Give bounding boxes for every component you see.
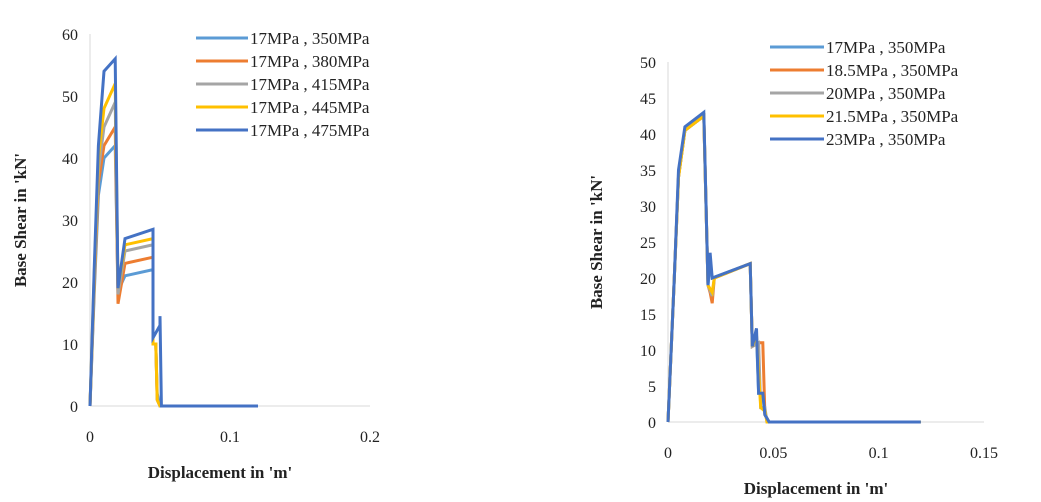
y-tick-label: 30 xyxy=(62,213,78,230)
x-tick-label: 0.2 xyxy=(360,429,380,446)
y-tick-label: 15 xyxy=(640,307,656,324)
y-axis-title: Base Shear in 'kN' xyxy=(11,153,30,287)
x-tick-label: 0.1 xyxy=(869,445,889,462)
y-tick-label: 45 xyxy=(640,91,656,108)
series-line xyxy=(88,54,258,408)
y-tick-label: 10 xyxy=(62,337,78,354)
x-tick-label: 0 xyxy=(664,445,672,462)
x-tick-label: 0 xyxy=(86,429,94,446)
y-tick-label: 50 xyxy=(640,55,656,72)
y-axis-title: Base Shear in 'kN' xyxy=(587,175,606,309)
legend-label: 17MPa , 415MPa xyxy=(250,75,370,94)
x-axis-title: Displacement in 'm' xyxy=(148,463,293,482)
y-tick-label: 60 xyxy=(62,27,78,44)
y-tick-label: 0 xyxy=(648,415,656,432)
y-tick-label: 0 xyxy=(70,399,78,416)
legend-label: 21.5MPa , 350MPa xyxy=(826,107,959,126)
y-tick-label: 20 xyxy=(62,275,78,292)
y-tick-label: 40 xyxy=(640,127,656,144)
x-tick-label: 0.15 xyxy=(970,445,998,462)
legend-label: 17MPa , 350MPa xyxy=(826,38,946,57)
legend-label: 18.5MPa , 350MPa xyxy=(826,61,959,80)
legend-label: 17MPa , 350MPa xyxy=(250,29,370,48)
y-tick-label: 20 xyxy=(640,271,656,288)
legend-label: 17MPa , 380MPa xyxy=(250,52,370,71)
y-tick-label: 50 xyxy=(62,89,78,106)
y-tick-label: 10 xyxy=(640,343,656,360)
legend: 17MPa , 350MPa 18.5MPa , 350MPa 20MPa , 35… xyxy=(770,38,959,149)
series-line xyxy=(666,109,921,424)
x-tick-label: 0.1 xyxy=(220,429,240,446)
y-tick-label: 35 xyxy=(640,163,656,180)
legend: 17MPa , 350MPa 17MPa , 380MPa 17MPa , 415M… xyxy=(196,29,370,140)
legend-label: 17MPa , 445MPa xyxy=(250,98,370,117)
chart-right: 0 5 10 15 20 25 30 35 40 45 50 0 0.05 0.1 0.15 Displace… xyxy=(587,38,998,498)
chart-left: 0 10 20 30 40 50 60 0 0.1 0.2 Displacement in 'm' B… xyxy=(11,27,380,482)
y-tick-label: 40 xyxy=(62,151,78,168)
y-tick-label: 25 xyxy=(640,235,656,252)
y-tick-label: 30 xyxy=(640,199,656,216)
legend-label: 20MPa , 350MPa xyxy=(826,84,946,103)
x-tick-label: 0.05 xyxy=(759,445,787,462)
legend-label: 23MPa , 350MPa xyxy=(826,130,946,149)
legend-label: 17MPa , 475MPa xyxy=(250,121,370,140)
y-tick-label: 5 xyxy=(648,379,656,396)
x-axis-title: Displacement in 'm' xyxy=(744,479,889,498)
